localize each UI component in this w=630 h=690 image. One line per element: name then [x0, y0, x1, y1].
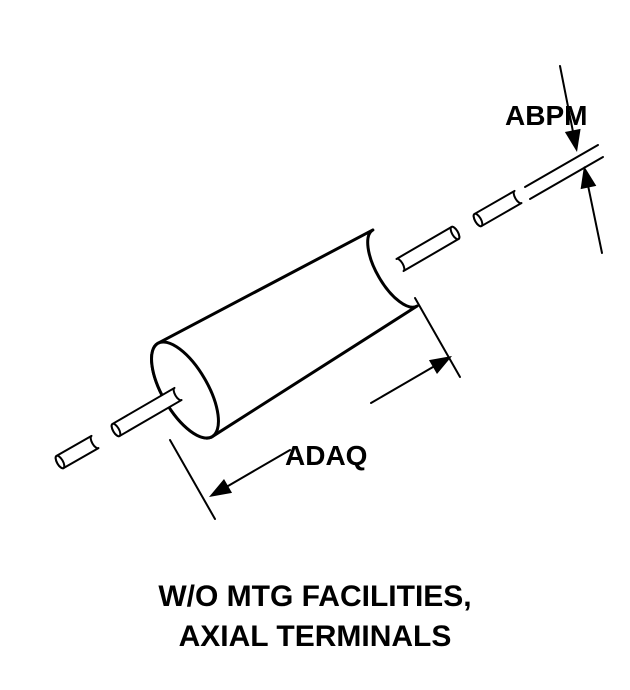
dimension-label-adaq: ADAQ: [285, 440, 367, 472]
diagram-canvas: ABPM ADAQ W/O MTG FACILITIES, AXIAL TERM…: [0, 0, 630, 690]
caption-line-2: AXIAL TERMINALS: [0, 620, 630, 654]
caption-line-1: W/O MTG FACILITIES,: [0, 580, 630, 614]
dimension-label-abpm: ABPM: [505, 100, 587, 132]
